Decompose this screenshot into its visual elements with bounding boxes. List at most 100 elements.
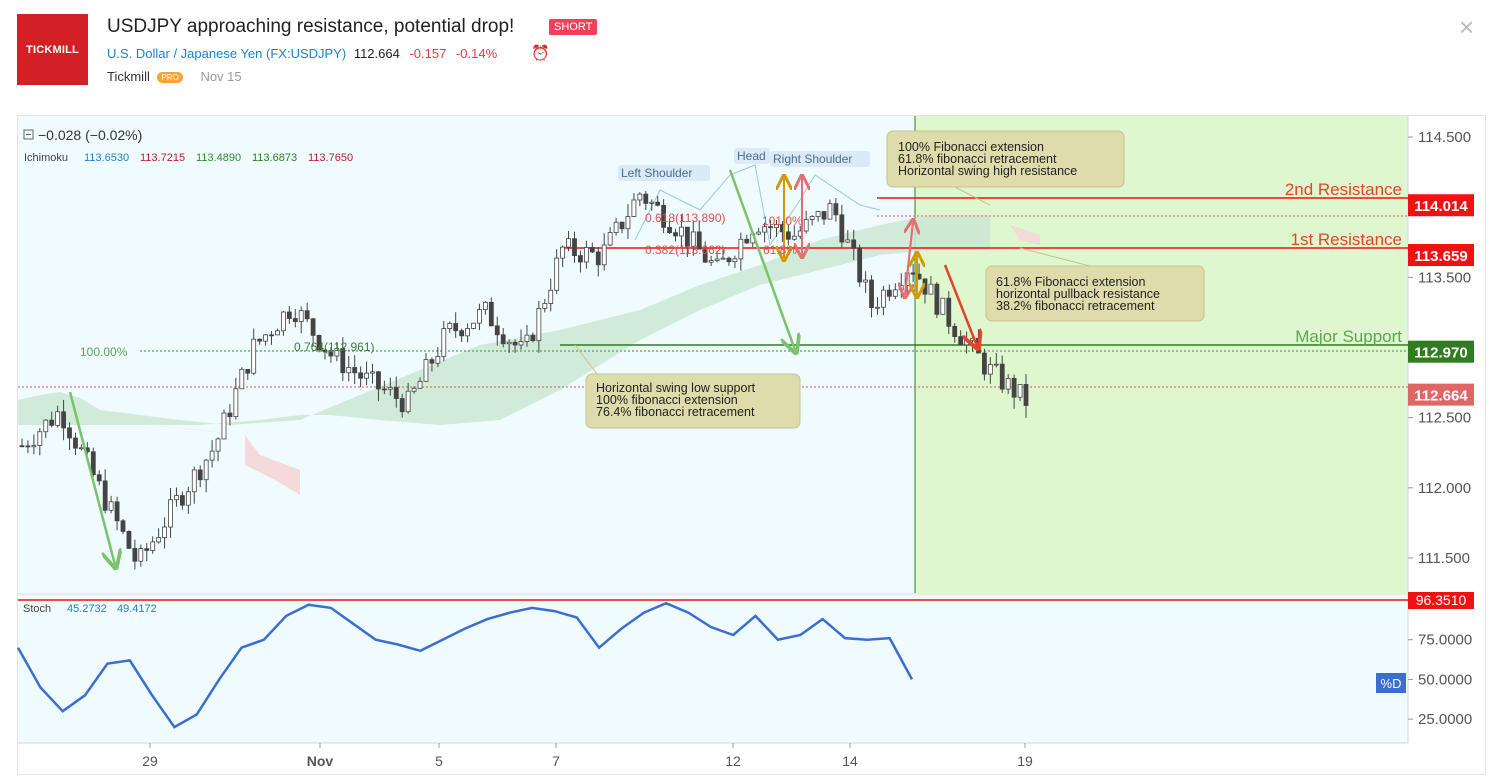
price-axis[interactable]: 114.500 113.500 112.500 112.000 111.500	[1408, 129, 1471, 567]
candle-body	[364, 372, 369, 379]
head-label: Head	[737, 149, 766, 163]
stoch-series-tag-bg	[1376, 673, 1406, 693]
logo-text: TICKMILL	[26, 43, 79, 56]
stoch-series-tag: %D	[1381, 676, 1402, 691]
price-label-bg	[1408, 244, 1474, 267]
candle-body	[381, 388, 387, 391]
candle-body	[809, 216, 815, 220]
candle-body	[61, 411, 66, 429]
symbol-code-link[interactable]: (FX:USDJPY)	[266, 46, 347, 61]
candle-body	[239, 368, 245, 390]
candle-body	[459, 330, 465, 337]
candle-body	[144, 548, 150, 551]
candle-body	[90, 451, 96, 476]
price-change: -0.157	[409, 46, 447, 61]
candle-body	[661, 204, 667, 228]
candle-body	[340, 348, 346, 374]
callout-mid-box	[985, 265, 1205, 322]
time-axis[interactable]: 29 Nov 5 7 12 14 19	[142, 743, 1033, 769]
candle-body	[756, 231, 762, 235]
candle-body	[554, 257, 560, 291]
candle-body	[298, 310, 304, 322]
candle-body	[488, 301, 494, 327]
stoch-d-line	[16, 601, 914, 729]
candle-body	[399, 398, 405, 413]
candle-body	[411, 387, 417, 392]
price-tick-label: 114.500	[1418, 129, 1471, 146]
candle-body	[785, 231, 791, 240]
ichimoku-values: 113.6530 113.7215 113.4890 113.6873 113.7650	[84, 152, 353, 164]
last-price: 112.664	[353, 46, 400, 61]
candle-body	[31, 445, 37, 448]
candle-body	[174, 495, 179, 501]
candle-body	[376, 371, 381, 390]
candle-body	[156, 537, 162, 543]
candle-body	[387, 387, 393, 390]
candle-body	[613, 221, 619, 233]
candle-body	[791, 235, 797, 240]
candle-body	[702, 248, 708, 263]
candle-body	[631, 199, 637, 217]
candle-body	[102, 480, 108, 511]
collapse-legend-icon[interactable]	[23, 129, 34, 140]
ichimoku-value-2: 113.4890	[196, 152, 241, 164]
candle-body	[560, 246, 566, 259]
candle-body	[714, 258, 720, 261]
callout-top-box	[886, 130, 1125, 188]
close-icon[interactable]: ×	[1459, 12, 1475, 42]
candle-body	[310, 318, 316, 336]
fib-label-618: 0.618(113.890)	[645, 211, 726, 225]
candle-body	[25, 445, 31, 448]
idea-title: USDJPY approaching resistance, potential…	[107, 16, 515, 37]
candle-body	[572, 238, 577, 256]
candle-body	[346, 367, 352, 374]
candle-body	[958, 336, 964, 346]
candle-body	[982, 352, 987, 375]
symbol-name-link[interactable]: U.S. Dollar / Japanese Yen	[107, 46, 263, 61]
candle-body	[500, 334, 506, 345]
candle-body	[423, 359, 429, 382]
candle-body	[649, 201, 655, 204]
candle-body	[542, 303, 548, 309]
alarm-clock-icon[interactable]: ⏰	[531, 45, 550, 62]
time-tick-label: 14	[842, 753, 858, 769]
candle-body	[197, 469, 203, 481]
candle-body	[732, 258, 738, 263]
candle-body	[370, 371, 375, 374]
candle-body	[708, 260, 714, 263]
candle-body	[203, 459, 209, 481]
author-line: Tickmill PRO Nov 15	[107, 69, 242, 84]
candle-body	[275, 330, 280, 336]
author-link[interactable]: Tickmill	[107, 69, 150, 84]
forecast-zone	[915, 116, 1408, 593]
callout-mid-line-2: horizontal pullback resistance	[996, 287, 1160, 301]
fib-label-101: 101.0%	[762, 214, 803, 228]
candle-body	[696, 231, 702, 250]
candle-body	[227, 412, 233, 418]
candle-body	[566, 238, 571, 248]
candle-body	[1005, 378, 1011, 390]
callout-low: Horizontal swing low support 100% fibona…	[574, 344, 801, 429]
candle-body	[150, 541, 156, 551]
candles-group	[19, 191, 1029, 570]
ichimoku-value-3: 113.6873	[252, 152, 297, 164]
ichimoku-value-4: 113.7650	[308, 152, 353, 164]
price-label-3: 112.664	[1414, 388, 1468, 405]
tickmill-logo: TICKMILL	[17, 14, 88, 85]
time-tick-label: 7	[552, 753, 560, 769]
arrow-green-1	[68, 391, 115, 565]
candle-body	[762, 226, 768, 233]
stoch-tick-label: 50.0000	[1418, 671, 1472, 688]
callout-mid-line-3: 38.2% fibonacci retracement	[996, 299, 1155, 313]
candle-body	[607, 232, 613, 246]
candle-body	[316, 334, 322, 351]
candle-body	[922, 278, 928, 295]
callout-low-line-2: 100% fibonacci extension	[596, 393, 738, 407]
candle-body	[191, 469, 197, 493]
pro-badge: PRO	[157, 72, 183, 84]
candle-body	[162, 526, 167, 538]
ichimoku-cloud	[18, 215, 1040, 495]
candle-body	[37, 431, 43, 446]
candle-body	[215, 438, 221, 452]
